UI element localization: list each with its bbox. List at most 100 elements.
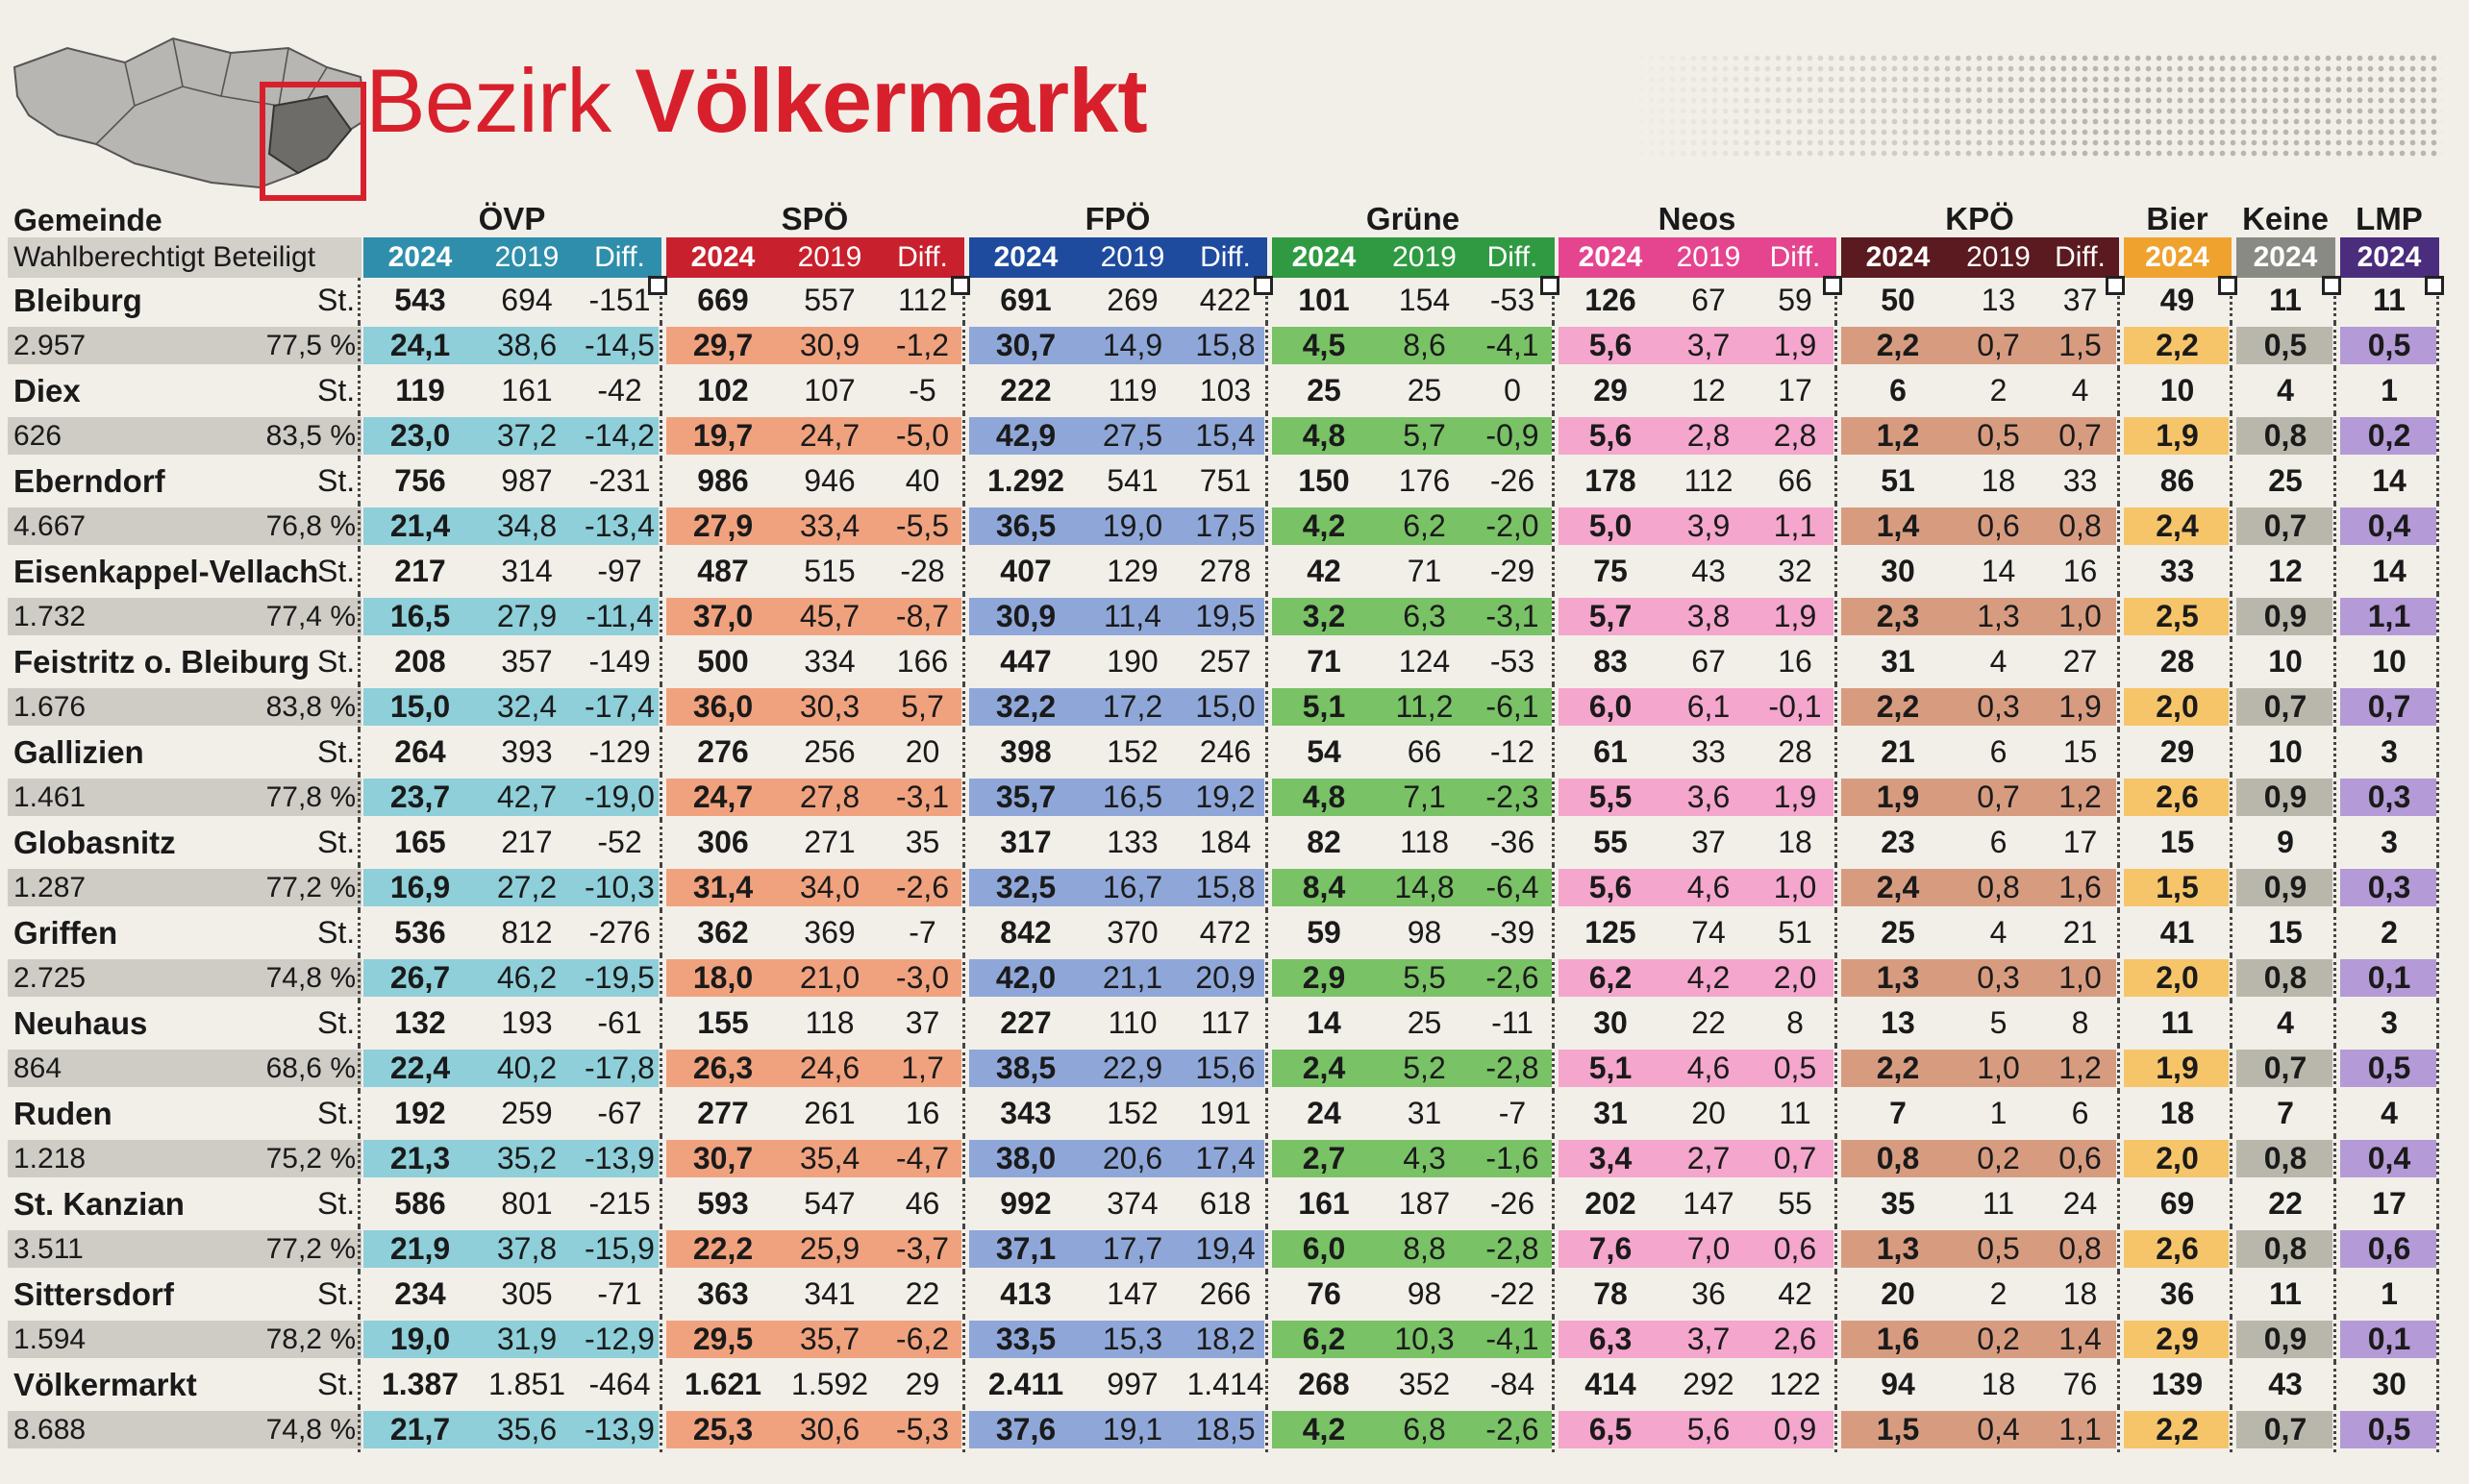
value-cell: 2.411 bbox=[987, 1367, 1064, 1401]
value-cell: 20 bbox=[905, 734, 940, 769]
value-cell: 4,5 bbox=[1302, 328, 1346, 362]
value-cell: 2,6 bbox=[1773, 1322, 1817, 1356]
value-cell: 21,7 bbox=[389, 1412, 451, 1447]
value-cell: 150 bbox=[1298, 463, 1350, 498]
column-divider bbox=[962, 413, 965, 458]
value-cell: 16 bbox=[2062, 554, 2098, 588]
percent-band-0 bbox=[363, 1230, 659, 1268]
value-cell: 17,7 bbox=[1102, 1231, 1163, 1266]
column-divider bbox=[1834, 323, 1837, 368]
column-divider bbox=[1265, 865, 1268, 910]
percent-band-6 bbox=[2124, 1411, 2229, 1448]
percent-band-6 bbox=[2124, 1321, 2229, 1358]
value-cell: 152 bbox=[1107, 1096, 1159, 1130]
column-divider bbox=[2333, 1362, 2336, 1407]
column-divider bbox=[962, 368, 965, 413]
value-cell: -2,8 bbox=[1485, 1051, 1539, 1085]
column-divider bbox=[962, 323, 965, 368]
value-cell: 0,7 bbox=[2058, 418, 2102, 453]
value-cell: -67 bbox=[597, 1096, 642, 1130]
value-cell: -464 bbox=[588, 1367, 651, 1401]
value-cell: -1,2 bbox=[895, 328, 950, 362]
value-cell: 1,4 bbox=[2058, 1322, 2102, 1356]
municipality-name: Gallizien bbox=[13, 734, 144, 770]
percent-band-2 bbox=[969, 1050, 1264, 1087]
value-cell: 11 bbox=[2373, 283, 2406, 317]
value-cell: 23,0 bbox=[389, 418, 451, 453]
column-divider bbox=[2117, 323, 2120, 368]
column-divider bbox=[2117, 955, 2120, 1001]
value-cell: 16,5 bbox=[389, 599, 451, 633]
value-cell: 0,7 bbox=[2263, 508, 2307, 543]
column-divider bbox=[962, 1407, 965, 1452]
value-cell: 69 bbox=[2159, 1186, 2195, 1221]
value-cell: 0,5 bbox=[2263, 328, 2307, 362]
percent-band-3 bbox=[1272, 417, 1552, 455]
column-divider bbox=[2333, 594, 2336, 639]
value-cell: 25 bbox=[1881, 915, 1915, 950]
value-cell: 0 bbox=[1504, 373, 1521, 408]
value-cell: 5,7 bbox=[901, 689, 944, 724]
year-header-row: Wahlberechtigt Beteiligt 2024 2019 Diff. 20… bbox=[8, 237, 2455, 278]
value-cell: 0,9 bbox=[2263, 870, 2307, 904]
party-header-5: KPÖ bbox=[1945, 201, 2014, 236]
value-cell: 0,7 bbox=[2263, 1051, 2307, 1085]
eligible-voters: 1.461 bbox=[13, 781, 87, 813]
value-cell: -71 bbox=[597, 1276, 642, 1311]
value-cell: 694 bbox=[501, 283, 553, 317]
value-cell: 0,3 bbox=[2367, 779, 2411, 814]
value-cell: 6 bbox=[2071, 1096, 2089, 1130]
value-cell: 19,4 bbox=[1195, 1231, 1256, 1266]
percent-band-4 bbox=[1559, 327, 1833, 364]
value-cell: 16 bbox=[905, 1096, 940, 1130]
value-cell: 25 bbox=[1307, 373, 1341, 408]
value-cell: 0,9 bbox=[1773, 1412, 1817, 1447]
column-divider bbox=[660, 730, 662, 775]
column-divider bbox=[2333, 368, 2336, 413]
value-cell: 37,0 bbox=[692, 599, 754, 633]
table-row-percent: 864 68,6 % 22,4 40,2 -17,8 26,3 24,6 1,7 38,5 22,… bbox=[8, 1046, 2455, 1091]
value-cell: 4 bbox=[2277, 1005, 2294, 1040]
value-cell: 26,3 bbox=[692, 1051, 754, 1085]
row-label-band bbox=[8, 869, 362, 906]
row-label-band bbox=[8, 417, 362, 455]
column-divider bbox=[358, 549, 361, 594]
value-cell: 317 bbox=[1000, 825, 1052, 859]
table-row-votes: Eisenkappel-Vellach St. 217 314 -97 487 515 -28… bbox=[8, 549, 2455, 594]
percent-band-8 bbox=[2340, 688, 2436, 726]
column-divider bbox=[962, 1362, 965, 1407]
column-divider bbox=[1552, 278, 1555, 323]
column-divider bbox=[1265, 910, 1268, 955]
percent-band-8 bbox=[2340, 327, 2436, 364]
value-cell: 842 bbox=[1000, 915, 1052, 950]
value-cell: 0,2 bbox=[1977, 1141, 2020, 1175]
value-cell: 5,6 bbox=[1588, 328, 1633, 362]
percent-band-4 bbox=[1559, 1411, 1833, 1448]
value-cell: 2,6 bbox=[2156, 779, 2199, 814]
percent-band-3 bbox=[1272, 779, 1552, 816]
column-divider bbox=[660, 820, 662, 865]
value-cell: 155 bbox=[697, 1005, 749, 1040]
percent-band-7 bbox=[2236, 869, 2332, 906]
value-cell: -26 bbox=[1489, 1186, 1535, 1221]
value-cell: 98 bbox=[1407, 915, 1442, 950]
value-cell: 1,1 bbox=[2367, 599, 2411, 633]
value-cell: 2,9 bbox=[1302, 960, 1346, 995]
table-row-votes: Griffen St. 536 812 -276 362 369 -7 842 370 472 59 9… bbox=[8, 910, 2455, 955]
column-divider bbox=[1265, 1272, 1268, 1317]
value-cell: 7,1 bbox=[1403, 779, 1446, 814]
turnout-percent: 68,6 % bbox=[265, 1052, 356, 1084]
column-divider bbox=[962, 1001, 965, 1046]
column-divider bbox=[358, 413, 361, 458]
value-cell: 1 bbox=[1989, 1096, 2008, 1130]
column-divider bbox=[962, 865, 965, 910]
column-divider bbox=[2230, 1046, 2232, 1091]
value-cell: 1,9 bbox=[1876, 779, 1920, 814]
percent-band-0 bbox=[363, 779, 659, 816]
column-divider bbox=[2117, 278, 2120, 323]
corner-square-icon bbox=[2106, 276, 2125, 295]
year-band-7 bbox=[2236, 237, 2335, 278]
value-cell: 32,4 bbox=[496, 689, 558, 724]
percent-band-5 bbox=[1841, 327, 2116, 364]
percent-band-7 bbox=[2236, 417, 2332, 455]
